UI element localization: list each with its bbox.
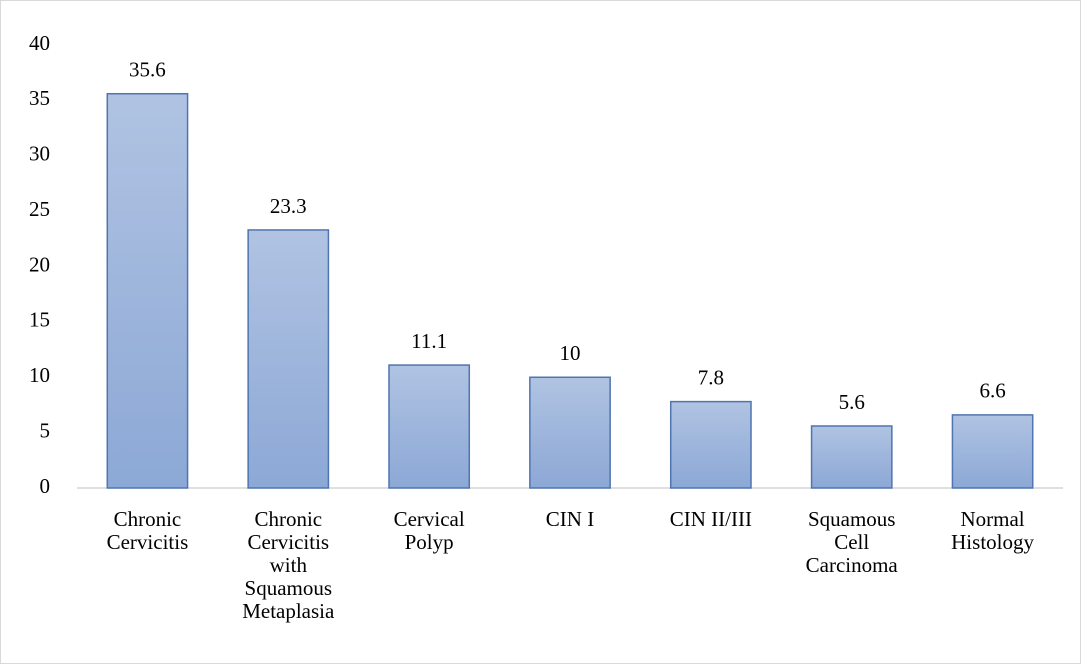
bar: [247, 229, 330, 489]
bar: [951, 414, 1034, 489]
y-tick-label: 20: [29, 252, 50, 276]
data-label: 5.6: [839, 390, 865, 414]
x-tick-label: CIN I: [545, 507, 595, 531]
bar: [529, 376, 611, 489]
y-tick-label: 40: [29, 31, 50, 55]
data-label: 35.6: [129, 58, 166, 82]
data-label: 10: [560, 341, 581, 365]
data-label: 11.1: [411, 329, 447, 353]
x-tick-label: CIN II/III: [669, 507, 752, 531]
bar: [106, 92, 189, 489]
data-label: 6.6: [979, 379, 1005, 403]
bar: [388, 364, 471, 489]
bar: [810, 425, 893, 489]
data-label: 7.8: [698, 365, 724, 389]
x-tick-label: Chronic Cervicitis with Squamous Metapla…: [242, 507, 335, 623]
x-tick-label: Chronic Cervicitis: [106, 507, 189, 554]
x-tick-label: Cervical Polyp: [393, 507, 465, 554]
y-tick-label: 0: [40, 474, 51, 498]
y-tick-label: 25: [29, 197, 50, 221]
y-tick-label: 10: [29, 363, 50, 387]
y-tick-label: 35: [29, 86, 50, 110]
y-tick-label: 15: [29, 308, 50, 332]
bar: [669, 400, 752, 489]
y-tick-label: 30: [29, 142, 50, 166]
x-tick-label: Squamous Cell Carcinoma: [805, 507, 898, 577]
y-tick-label: 5: [40, 418, 51, 442]
data-label: 23.3: [270, 194, 307, 218]
x-tick-label: Normal Histology: [951, 507, 1034, 554]
